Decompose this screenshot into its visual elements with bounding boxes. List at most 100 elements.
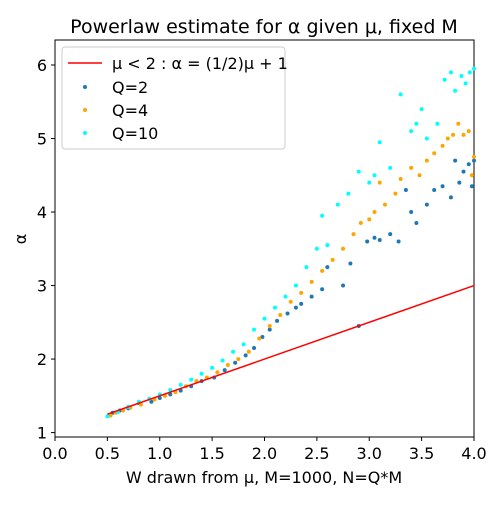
data-point-q10 bbox=[335, 202, 340, 207]
data-point-q10 bbox=[377, 140, 382, 145]
data-point-q2 bbox=[348, 261, 353, 266]
data-point-q2 bbox=[260, 335, 265, 340]
scatter-points bbox=[105, 66, 476, 419]
data-point-q2 bbox=[285, 311, 290, 316]
data-point-q2 bbox=[325, 265, 330, 270]
data-point-q10 bbox=[472, 66, 476, 71]
data-point-q10 bbox=[372, 173, 377, 178]
data-point-q10 bbox=[367, 180, 372, 185]
data-point-q10 bbox=[453, 88, 458, 93]
data-point-q4 bbox=[215, 370, 220, 375]
legend-box bbox=[61, 46, 286, 150]
x-axis-label: W drawn from μ, M=1000, N=Q*M bbox=[126, 468, 402, 487]
legend-marker-q2 bbox=[83, 85, 87, 89]
data-point-q2 bbox=[414, 221, 419, 226]
data-point-q10 bbox=[199, 371, 204, 376]
data-point-q4 bbox=[267, 323, 272, 328]
data-point-q2 bbox=[461, 169, 466, 174]
data-point-q4 bbox=[288, 299, 293, 304]
data-point-q2 bbox=[299, 301, 304, 306]
legend-line-label: μ < 2 : α = (1/2)μ + 1 bbox=[112, 54, 288, 73]
data-point-q10 bbox=[424, 136, 429, 141]
data-point-q2 bbox=[243, 353, 248, 358]
data-point-q2 bbox=[372, 235, 377, 240]
data-point-q2 bbox=[157, 396, 162, 401]
data-point-q4 bbox=[456, 121, 461, 126]
data-point-q10 bbox=[210, 365, 215, 370]
data-point-q2 bbox=[233, 360, 238, 365]
data-point-q4 bbox=[398, 176, 403, 181]
data-point-q10 bbox=[448, 70, 453, 75]
data-point-q2 bbox=[388, 232, 393, 237]
y-tick-label: 2 bbox=[37, 350, 47, 369]
data-point-q4 bbox=[377, 180, 382, 185]
data-point-q2 bbox=[252, 346, 257, 351]
data-point-q10 bbox=[220, 358, 225, 363]
data-point-q2 bbox=[403, 187, 408, 192]
data-point-q4 bbox=[466, 129, 471, 134]
data-point-q2 bbox=[222, 368, 227, 373]
data-point-q10 bbox=[272, 305, 277, 310]
data-point-q4 bbox=[440, 143, 445, 148]
legend-label-q10: Q=10 bbox=[112, 124, 158, 143]
data-point-q4 bbox=[330, 257, 335, 262]
y-axis-label: α bbox=[11, 234, 30, 245]
x-tick-label: 2.5 bbox=[304, 444, 329, 463]
data-point-q4 bbox=[351, 232, 356, 237]
x-tick-label: 2.0 bbox=[252, 444, 277, 463]
data-point-q2 bbox=[341, 283, 346, 288]
data-point-q10 bbox=[419, 107, 424, 112]
y-tick-label: 1 bbox=[37, 424, 47, 443]
series-q10 bbox=[105, 66, 476, 419]
data-point-q2 bbox=[168, 392, 173, 397]
data-point-q2 bbox=[466, 162, 471, 167]
data-point-q4 bbox=[246, 349, 251, 354]
y-tick-label: 6 bbox=[37, 56, 47, 75]
data-point-q10 bbox=[252, 327, 257, 332]
legend: μ < 2 : α = (1/2)μ + 1 Q=2 Q=4 Q=10 bbox=[61, 46, 288, 150]
data-point-q4 bbox=[309, 279, 314, 284]
data-point-q2 bbox=[424, 202, 429, 207]
data-point-q4 bbox=[461, 132, 466, 137]
data-point-q4 bbox=[393, 191, 398, 196]
x-tick-label: 0.0 bbox=[42, 444, 67, 463]
data-point-q4 bbox=[451, 132, 456, 137]
data-point-q10 bbox=[388, 165, 393, 170]
data-point-q10 bbox=[414, 121, 419, 126]
data-point-q10 bbox=[262, 316, 267, 321]
data-point-q10 bbox=[283, 294, 288, 299]
plot-area: 0.0 0.5 1.0 1.5 2.0 2.5 3.0 3.5 4.0 1 2 3 4 5 6 bbox=[37, 39, 487, 463]
data-point-q2 bbox=[440, 184, 445, 189]
data-point-q10 bbox=[463, 81, 468, 86]
data-point-q10 bbox=[241, 342, 246, 347]
data-point-q2 bbox=[453, 158, 458, 163]
data-point-q4 bbox=[236, 357, 241, 362]
x-tick-label: 3.5 bbox=[409, 444, 434, 463]
data-point-q4 bbox=[445, 136, 450, 141]
data-point-q4 bbox=[278, 312, 283, 317]
fit-line-group bbox=[107, 284, 475, 415]
series-q4 bbox=[108, 121, 476, 418]
y-axis: 1 2 3 4 5 6 bbox=[37, 56, 55, 443]
y-tick-label: 3 bbox=[37, 277, 47, 296]
data-point-q4 bbox=[417, 173, 422, 178]
data-point-q10 bbox=[467, 70, 472, 75]
data-point-q4 bbox=[409, 165, 414, 170]
x-tick-label: 1.0 bbox=[147, 444, 172, 463]
data-point-q2 bbox=[309, 294, 314, 299]
data-point-q10 bbox=[356, 169, 361, 174]
data-point-q2 bbox=[178, 388, 183, 393]
data-point-q2 bbox=[149, 399, 154, 404]
legend-label-q4: Q=4 bbox=[112, 101, 148, 120]
data-point-q4 bbox=[424, 158, 429, 163]
chart-title: Powerlaw estimate for α given μ, fixed M bbox=[70, 16, 458, 38]
legend-marker-q10 bbox=[83, 131, 87, 135]
data-point-q4 bbox=[320, 268, 325, 273]
data-point-q10 bbox=[314, 246, 319, 251]
data-point-q2 bbox=[267, 327, 272, 332]
data-point-q4 bbox=[358, 221, 363, 226]
data-point-q4 bbox=[257, 336, 262, 341]
data-point-q4 bbox=[382, 202, 387, 207]
data-point-q2 bbox=[293, 305, 298, 310]
